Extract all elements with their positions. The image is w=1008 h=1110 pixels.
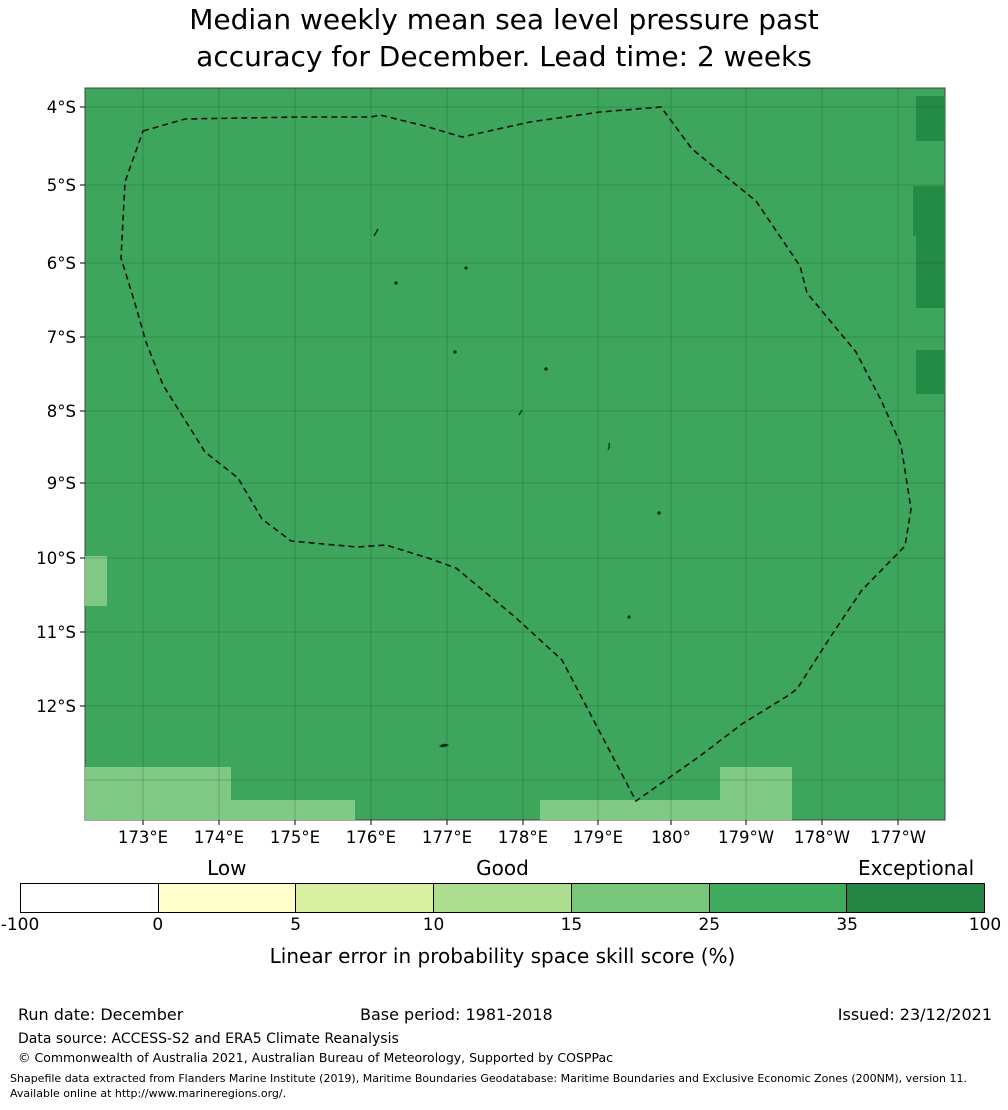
colorbar-tick: 15 [560, 915, 583, 935]
x-tick-label: 179°W [718, 828, 774, 847]
colorbar-tick: 10 [422, 915, 445, 935]
colorbar-tick: 100 [968, 915, 1002, 935]
colorbar: Low Good Exceptional -100 0 5 10 15 25 3… [1, 856, 1002, 968]
issued-date-text: Issued: 23/12/2021 [837, 1005, 992, 1024]
chart-title-line2: accuracy for December. Lead time: 2 week… [196, 39, 812, 73]
chart-title-line1: Median weekly mean sea level pressure pa… [189, 3, 819, 36]
x-tick-label: 178°W [794, 828, 850, 847]
y-tick-label: 4°S [47, 98, 76, 117]
map-base-fill [84, 87, 946, 821]
low-skill-patch [540, 800, 720, 820]
x-tick-label: 173°E [118, 828, 168, 847]
x-tick-label: 180° [651, 828, 691, 847]
axis-tick-marks [80, 106, 899, 825]
y-tick-label: 8°S [47, 402, 76, 421]
colorbar-label-exceptional: Exceptional [857, 856, 975, 880]
colorbar-segment [847, 884, 985, 912]
high-skill-patches [913, 96, 945, 394]
x-tick-label: 177°W [870, 828, 926, 847]
high-skill-patch [916, 96, 945, 141]
colorbar-tick: 25 [698, 915, 721, 935]
x-tick-label: 175°E [270, 828, 320, 847]
y-tick-label: 11°S [36, 623, 76, 642]
colorbar-tick: 35 [836, 915, 858, 935]
base-period-text: Base period: 1981-2018 [360, 1005, 553, 1024]
skill-map: 173°E 174°E 175°E 176°E 177°E 178°E 179°… [36, 87, 946, 847]
shapefile-note-text: Shapefile data extracted from Flanders M… [10, 1072, 967, 1101]
colorbar-tick-labels: -100 0 5 10 15 25 35 100 [1, 915, 1002, 940]
y-axis-labels: 4°S 5°S 6°S 7°S 8°S 9°S 10°S 11°S 12°S [36, 98, 76, 716]
low-skill-patch [85, 556, 107, 606]
x-axis-labels: 173°E 174°E 175°E 176°E 177°E 178°E 179°… [118, 828, 926, 847]
x-tick-label: 178°E [498, 828, 548, 847]
y-tick-label: 10°S [36, 549, 76, 568]
colorbar-tick: 0 [152, 915, 164, 935]
y-tick-label: 7°S [47, 328, 76, 347]
graticule-grid [85, 88, 945, 820]
high-skill-patch [916, 236, 945, 308]
colorbar-tick: -100 [0, 915, 40, 935]
high-skill-patch [916, 350, 945, 394]
x-tick-label: 176°E [346, 828, 396, 847]
island-marks [373, 228, 661, 748]
x-tick-label: 177°E [422, 828, 472, 847]
colorbar-tick: 5 [290, 915, 302, 935]
eez-boundary [120, 106, 912, 803]
x-tick-label: 174°E [194, 828, 244, 847]
high-skill-patch [913, 186, 945, 236]
y-tick-label: 5°S [47, 176, 76, 195]
chart-title: Median weekly mean sea level pressure pa… [0, 2, 1008, 76]
x-tick-label: 179°E [573, 828, 623, 847]
colorbar-label-good: Good [476, 856, 529, 880]
colorbar-segment [571, 884, 710, 912]
low-skill-patches [85, 556, 792, 820]
y-tick-label: 9°S [47, 474, 76, 493]
colorbar-segment [296, 884, 435, 912]
y-tick-label: 12°S [36, 697, 76, 716]
colorbar-caption: Linear error in probability space skill … [269, 944, 736, 968]
colorbar-bar [20, 883, 985, 913]
data-source-text: Data source: ACCESS-S2 and ERA5 Climate … [18, 1031, 399, 1047]
colorbar-segment [158, 884, 297, 912]
colorbar-qualitative-labels: Low Good Exceptional [20, 856, 985, 883]
colorbar-segment [709, 884, 848, 912]
low-skill-patch [85, 767, 231, 820]
y-tick-label: 6°S [47, 254, 76, 273]
copyright-text: © Commonwealth of Australia 2021, Austra… [18, 1050, 613, 1065]
low-skill-patch [720, 767, 792, 820]
low-skill-patch [231, 800, 355, 820]
run-date-text: Run date: December [18, 1005, 184, 1024]
colorbar-segment [21, 884, 159, 912]
colorbar-label-low: Low [207, 856, 247, 880]
colorbar-segment [434, 884, 572, 912]
